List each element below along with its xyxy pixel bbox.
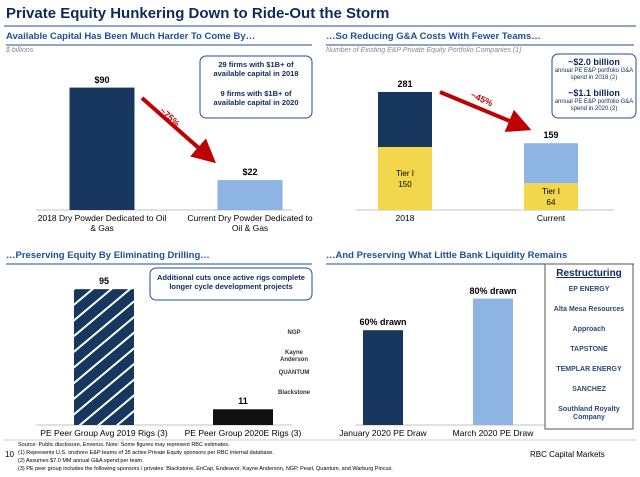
page-title: Private Equity Hunkering Down to Ride-Ou… xyxy=(6,5,390,22)
logo: Approach xyxy=(572,326,606,333)
panel-title: …And Preserving What Little Bank Liquidi… xyxy=(326,250,568,261)
logo: Alta Mesa Resources xyxy=(553,306,625,313)
total-label: 159 xyxy=(543,130,559,141)
logo: QUANTUM xyxy=(278,370,310,376)
panel-title: Available Capital Has Been Much Harder T… xyxy=(6,31,256,42)
logo-box xyxy=(544,263,634,430)
bar-segment xyxy=(524,183,578,210)
x-tick-label: PE Peer Group 2020E Rigs (3) xyxy=(184,428,302,438)
arrow xyxy=(439,90,532,132)
brand: RBC Capital Markets xyxy=(530,450,605,459)
footnote: (1) Represents U.S. onshore E&P teams of… xyxy=(18,450,274,456)
bar xyxy=(74,289,134,425)
footnote: Source: Public disclosure, Enverus. Note… xyxy=(18,442,230,448)
panel-subtitle: Number of Existing E&P Private Equity Po… xyxy=(326,47,522,54)
x-tick-label: PE Peer Group Avg 2019 Rigs (3) xyxy=(40,428,168,438)
bar xyxy=(217,180,283,210)
value-label: $90 xyxy=(94,74,110,85)
callout-value: ~$2.0 billion xyxy=(568,57,620,67)
callout-value: ~$1.1 billion xyxy=(568,88,620,98)
bar xyxy=(363,330,403,425)
logo: Blackstone xyxy=(277,390,310,396)
x-tick-label: March 2020 PE Draw xyxy=(452,428,534,438)
callout-box xyxy=(551,53,637,119)
bar xyxy=(213,409,273,425)
page-number: 10 xyxy=(5,450,14,459)
logo: EP ENERGY xyxy=(568,286,610,293)
callout-box xyxy=(149,267,313,301)
value-label: 60% drawn xyxy=(359,317,407,328)
bar-segment xyxy=(378,147,432,210)
logo: Southland Royalty Company xyxy=(558,406,620,422)
segment-label: 64 xyxy=(546,197,556,207)
total-label: 281 xyxy=(397,78,413,89)
segment-name: Tier I xyxy=(542,186,560,196)
x-tick-label: 2018 xyxy=(395,213,415,223)
callout: Additional cuts once active rigs complet… xyxy=(157,273,305,291)
logo: SANCHEZ xyxy=(572,386,606,393)
x-tick-label: Current Dry Powder Dedicated to Oil & Ga… xyxy=(187,213,313,233)
panel-subtitle: $ billions xyxy=(6,47,34,54)
value-label: 11 xyxy=(238,396,248,407)
bar-segment xyxy=(524,143,578,184)
value-label: 95 xyxy=(98,276,109,287)
callout-box xyxy=(199,55,313,119)
box-title: Restructuring xyxy=(556,268,622,279)
value-label: 80% drawn xyxy=(469,285,517,296)
segment-label: 150 xyxy=(398,179,412,189)
logo: NGP xyxy=(287,330,301,336)
segment-name: Tier I xyxy=(396,168,414,178)
x-tick-label: Current xyxy=(536,213,566,223)
logo: TAPSTONE xyxy=(570,346,608,353)
callout: 29 firms with $1B+ of available capital … xyxy=(213,60,299,78)
callout-text: annual PE E&P portfolio G&A spend in 202… xyxy=(554,99,634,112)
callout-text: annual PE E&P portfolio G&A spend in 201… xyxy=(554,68,634,81)
bar xyxy=(69,87,135,210)
footnote: (2) Assumes $7.0 MM annual G&A spend per… xyxy=(18,458,144,464)
x-tick-label: January 2020 PE Draw xyxy=(339,428,427,438)
logo: Kayne Anderson xyxy=(279,350,308,363)
bar-segment xyxy=(378,91,432,147)
footnote: (3) PE peer group includes the following… xyxy=(18,466,393,472)
panel-title: …So Reducing G&A Costs With Fewer Teams… xyxy=(326,31,541,42)
x-tick-label: 2018 Dry Powder Dedicated to Oil & Gas xyxy=(37,213,167,233)
callout: 9 firms with $1B+ of available capital i… xyxy=(213,89,299,107)
bar xyxy=(473,298,513,425)
logo: TEMPLAR ENERGY xyxy=(556,366,622,373)
panel-title: …Preserving Equity By Eliminating Drilli… xyxy=(6,250,210,261)
arrow xyxy=(140,96,216,164)
value-label: $22 xyxy=(242,167,258,178)
